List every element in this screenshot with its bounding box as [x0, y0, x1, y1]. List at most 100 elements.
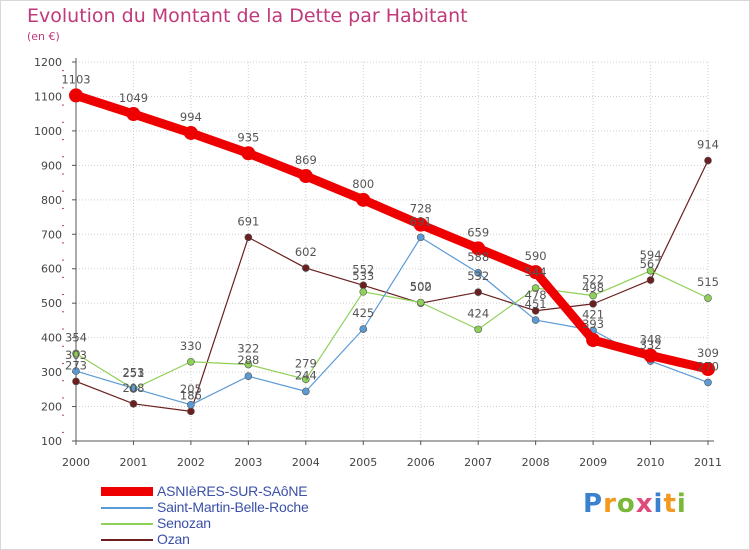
legend-label-saint-martin: Saint-Martin-Belle-Roche	[157, 499, 309, 515]
x-tick-label: 2009	[579, 456, 607, 469]
data-label-3: 602	[295, 245, 317, 259]
data-point-3	[646, 276, 655, 284]
x-tick-label: 2008	[522, 456, 550, 469]
data-label-3: 532	[467, 269, 489, 283]
data-label-1: 332	[640, 338, 662, 352]
legend-label-senozan: Senozan	[157, 515, 211, 531]
data-point-1	[187, 401, 195, 409]
y-tick-label: 1000	[34, 125, 62, 138]
data-label-2: 544	[525, 265, 547, 279]
y-tick-label: 800	[41, 194, 62, 207]
data-label-0: 1049	[119, 91, 148, 105]
data-point-2	[646, 266, 655, 275]
x-tick-label: 2011	[694, 456, 722, 469]
data-point-2	[244, 360, 253, 369]
series-line-0	[71, 90, 713, 374]
data-label-3: 208	[122, 381, 144, 395]
data-label-3: 186	[180, 388, 202, 402]
data-label-0: 994	[180, 110, 202, 124]
data-point-2	[187, 357, 195, 366]
legend-swatch-asnieres	[101, 487, 153, 496]
data-label-2: 322	[237, 342, 259, 356]
data-point-1	[531, 316, 540, 324]
proxiti-logo: Proxiti	[583, 489, 687, 519]
legend-swatch-ozan	[101, 539, 153, 541]
data-label-2: 251	[122, 366, 144, 380]
x-tick-label: 2003	[234, 456, 262, 469]
x-tick-label: 2000	[62, 456, 90, 469]
data-label-1: 288	[237, 353, 259, 367]
data-point-3	[474, 288, 482, 296]
data-point-1	[704, 378, 712, 387]
x-tick-label: 2007	[464, 456, 492, 469]
legend-swatch-senozan	[101, 523, 153, 525]
data-point-0	[471, 241, 486, 256]
x-tick-label: 2002	[177, 456, 205, 469]
data-label-0: 869	[295, 153, 317, 167]
logo-letter: r	[603, 489, 617, 519]
data-point-3	[589, 300, 597, 308]
data-point-1	[359, 325, 368, 333]
y-tick-label: 700	[41, 228, 62, 241]
data-label-2: 354	[65, 330, 87, 344]
logo-letter: t	[663, 489, 677, 519]
data-point-0	[701, 361, 715, 376]
data-label-0: 935	[237, 130, 259, 144]
data-label-1: 205	[180, 382, 202, 396]
data-label-1: 303	[65, 348, 87, 362]
legend-swatch-saint-martin	[101, 507, 153, 509]
data-label-3: 552	[352, 262, 374, 276]
logo-letter: i	[676, 489, 687, 519]
data-label-2: 330	[180, 339, 202, 353]
data-point-2	[416, 298, 425, 307]
data-label-3: 567	[640, 257, 662, 271]
data-point-0	[413, 217, 428, 232]
data-label-0: 393	[582, 317, 604, 331]
data-point-0	[183, 125, 198, 140]
x-tick-label: 2006	[407, 456, 435, 469]
legend-label-asnieres: ASNIèRES-SUR-SAôNE	[157, 483, 308, 499]
data-point-2	[531, 284, 540, 292]
logo-letter: x	[635, 489, 654, 519]
y-tick-label: 500	[41, 297, 62, 310]
data-point-1	[244, 372, 253, 381]
data-label-0: 309	[697, 346, 719, 360]
data-label-1: 588	[467, 250, 489, 264]
data-label-1: 691	[410, 214, 432, 228]
data-label-2: 594	[640, 248, 662, 262]
y-tick-label: 200	[41, 401, 62, 414]
series-line-1	[75, 236, 709, 406]
y-tick-label: 400	[41, 332, 62, 345]
data-point-0	[643, 348, 658, 363]
data-point-2	[704, 294, 712, 302]
logo-letter: i	[653, 489, 664, 519]
data-point-0	[69, 88, 83, 103]
data-label-2: 533	[352, 269, 374, 283]
data-point-0	[586, 333, 601, 348]
data-label-0: 800	[352, 177, 374, 191]
data-label-2: 279	[295, 356, 317, 370]
data-point-1	[474, 269, 482, 277]
data-label-0: 590	[525, 249, 547, 263]
x-tick-label: 2005	[349, 456, 377, 469]
data-point-2	[359, 288, 368, 296]
data-label-2: 515	[697, 275, 719, 289]
logo-letter: o	[616, 489, 636, 519]
data-label-3: 914	[697, 138, 719, 152]
data-point-2	[474, 325, 482, 334]
series-line-2	[75, 270, 709, 390]
data-point-3	[244, 233, 253, 242]
data-label-0: 659	[467, 225, 489, 239]
data-point-0	[241, 146, 256, 161]
data-label-2: 502	[410, 279, 432, 293]
data-point-1	[302, 387, 310, 396]
data-label-1: 253	[122, 365, 144, 379]
data-label-0: 348	[640, 333, 662, 347]
series-line-3	[75, 159, 709, 412]
data-point-3	[72, 377, 80, 386]
data-point-3	[704, 156, 712, 165]
logo-letter: P	[583, 489, 604, 519]
data-label-3: 273	[65, 358, 87, 372]
data-label-1: 244	[295, 368, 317, 382]
